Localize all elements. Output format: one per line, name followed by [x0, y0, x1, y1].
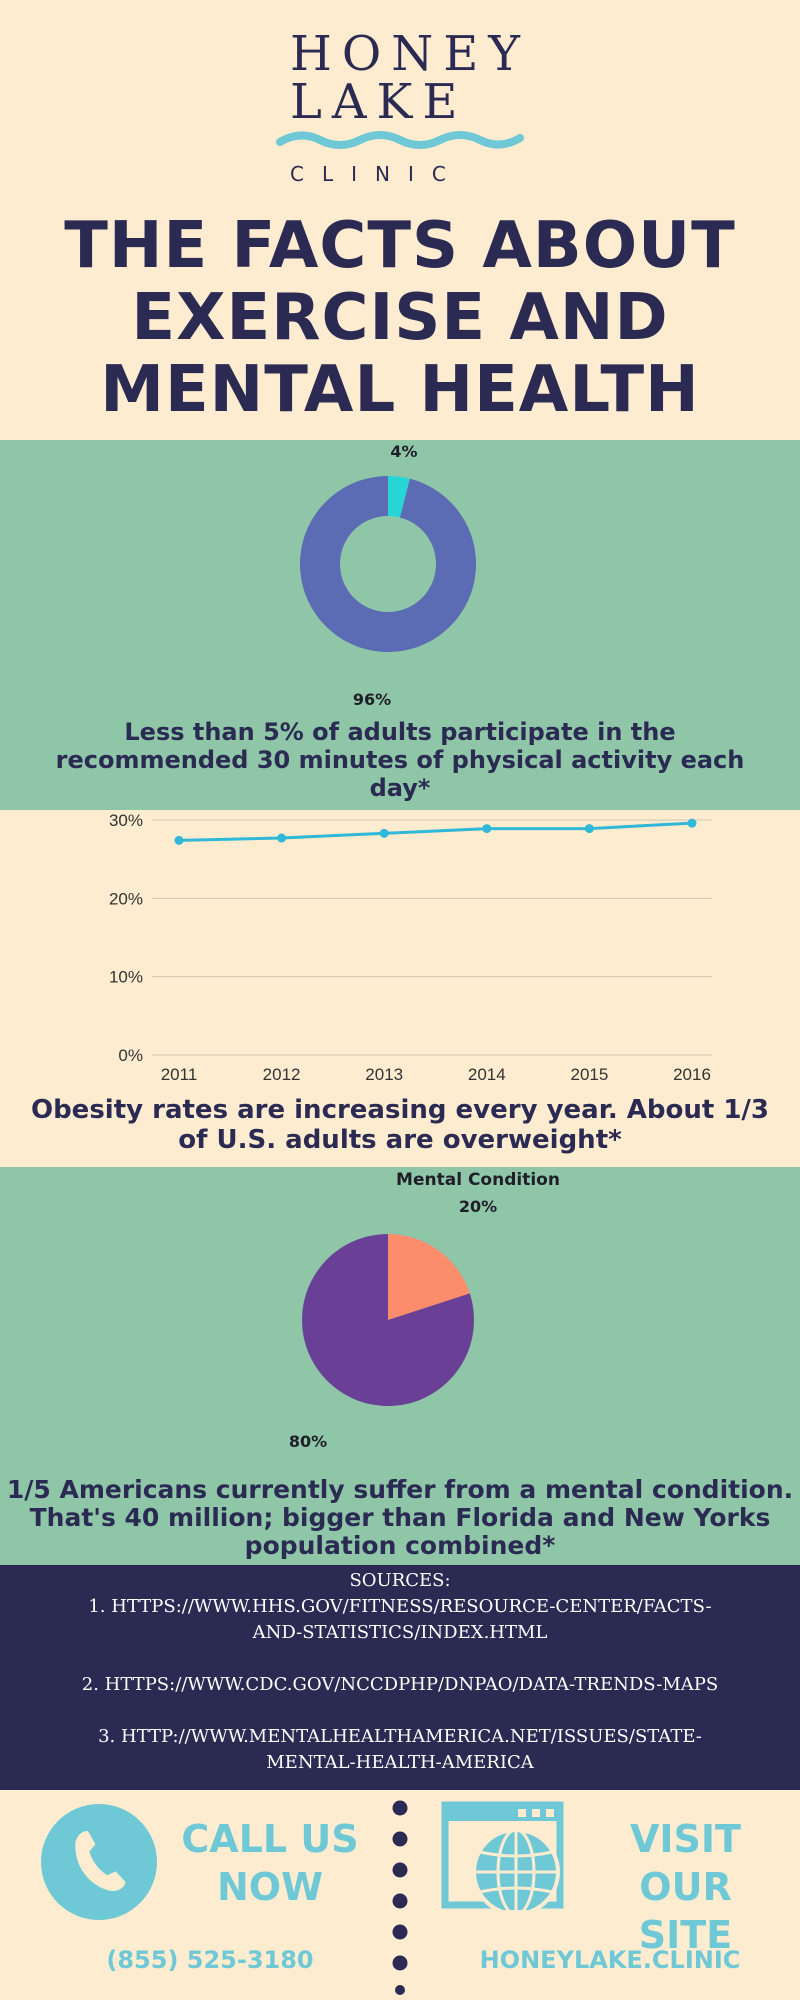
donut-label-0: 4%	[390, 442, 417, 461]
data-point-0	[174, 835, 184, 845]
x-tick-0: 2011	[161, 1065, 198, 1084]
x-tick-5: 2016	[673, 1065, 711, 1084]
source-link-1[interactable]: 1. HTTPS://WWW.HHS.GOV/FITNESS/RESOURCE-…	[88, 1596, 712, 1643]
logo-line-2: LAKE	[290, 74, 468, 130]
y-tick-3: 30%	[109, 811, 143, 830]
obesity-caption: Obesity rates are increasing every year.…	[30, 1095, 770, 1155]
visit-label-2: SITE	[638, 1913, 733, 1957]
donut-label-1: 96%	[353, 690, 391, 709]
title-line-1: THE FACTS ABOUT	[64, 209, 736, 283]
visit-site-label[interactable]: VISIT OUR SITE	[578, 1815, 793, 1959]
source-link-3[interactable]: 3. HTTP://WWW.MENTALHEALTHAMERICA.NET/IS…	[98, 1726, 702, 1773]
logo: HONEY LAKE	[290, 30, 530, 126]
source-link-2[interactable]: 2. HTTPS://WWW.CDC.GOV/NCCDPHP/DNPAO/DAT…	[81, 1674, 719, 1695]
divider-dots	[392, 1800, 408, 1995]
data-point-3	[482, 824, 492, 834]
data-point-1	[277, 833, 287, 843]
wave-icon	[276, 131, 524, 149]
x-tick-3: 2014	[468, 1065, 506, 1084]
pie-label-1: 80%	[289, 1432, 327, 1451]
y-tick-0: 0%	[118, 1046, 143, 1065]
activity-caption: Less than 5% of adults participate in th…	[55, 718, 745, 802]
line-chart: 0% 10% 20% 30% 2011 2012 2013 2014 2015 2016	[109, 811, 712, 1084]
pie-title: Mental Condition	[396, 1170, 560, 1190]
visit-label-1: VISIT OUR	[630, 1817, 741, 1909]
call-label-2: NOW	[216, 1865, 324, 1909]
pie-label-0: 20%	[459, 1197, 497, 1216]
phone-number[interactable]: (855) 525-3180	[106, 1946, 314, 1974]
title-line-2: EXERCISE AND	[131, 281, 669, 355]
site-link[interactable]: HONEYLAKE.CLINIC	[479, 1946, 741, 1974]
data-point-2	[379, 828, 389, 838]
sources-heading: SOURCES:	[349, 1570, 451, 1591]
logo-line-1: HONEY	[290, 26, 530, 82]
data-point-5	[687, 818, 697, 828]
pie-chart: 20% 80% Mental Condition	[289, 1170, 560, 1451]
donut-slice-0	[388, 476, 410, 518]
mental-caption: 1/5 Americans currently suffer from a me…	[6, 1475, 794, 1560]
phone-icon[interactable]	[40, 1803, 158, 1921]
donut-slice-1	[300, 476, 476, 652]
call-label-1: CALL US	[181, 1817, 359, 1861]
logo-subtitle: CLINIC	[290, 162, 464, 186]
call-us-label[interactable]: CALL US NOW	[170, 1815, 370, 1911]
sources-section	[0, 1565, 800, 1790]
x-tick-4: 2015	[570, 1065, 608, 1084]
pie-slice-1	[302, 1234, 475, 1406]
x-tick-2: 2013	[365, 1065, 403, 1084]
x-tick-1: 2012	[263, 1065, 301, 1084]
data-point-4	[584, 824, 594, 834]
y-tick-2: 20%	[109, 889, 143, 908]
pie-slice-0	[388, 1234, 470, 1320]
sources-list: SOURCES: 1. HTTPS://WWW.HHS.GOV/FITNESS/…	[80, 1568, 720, 1776]
page-title: THE FACTS ABOUT EXERCISE AND MENTAL HEAL…	[0, 210, 800, 426]
series-line-0	[178, 821, 693, 842]
donut-chart: 4% 96%	[300, 442, 476, 709]
y-tick-1: 10%	[109, 968, 143, 987]
title-line-3: MENTAL HEALTH	[100, 353, 700, 427]
globe-icon[interactable]	[440, 1800, 565, 1910]
